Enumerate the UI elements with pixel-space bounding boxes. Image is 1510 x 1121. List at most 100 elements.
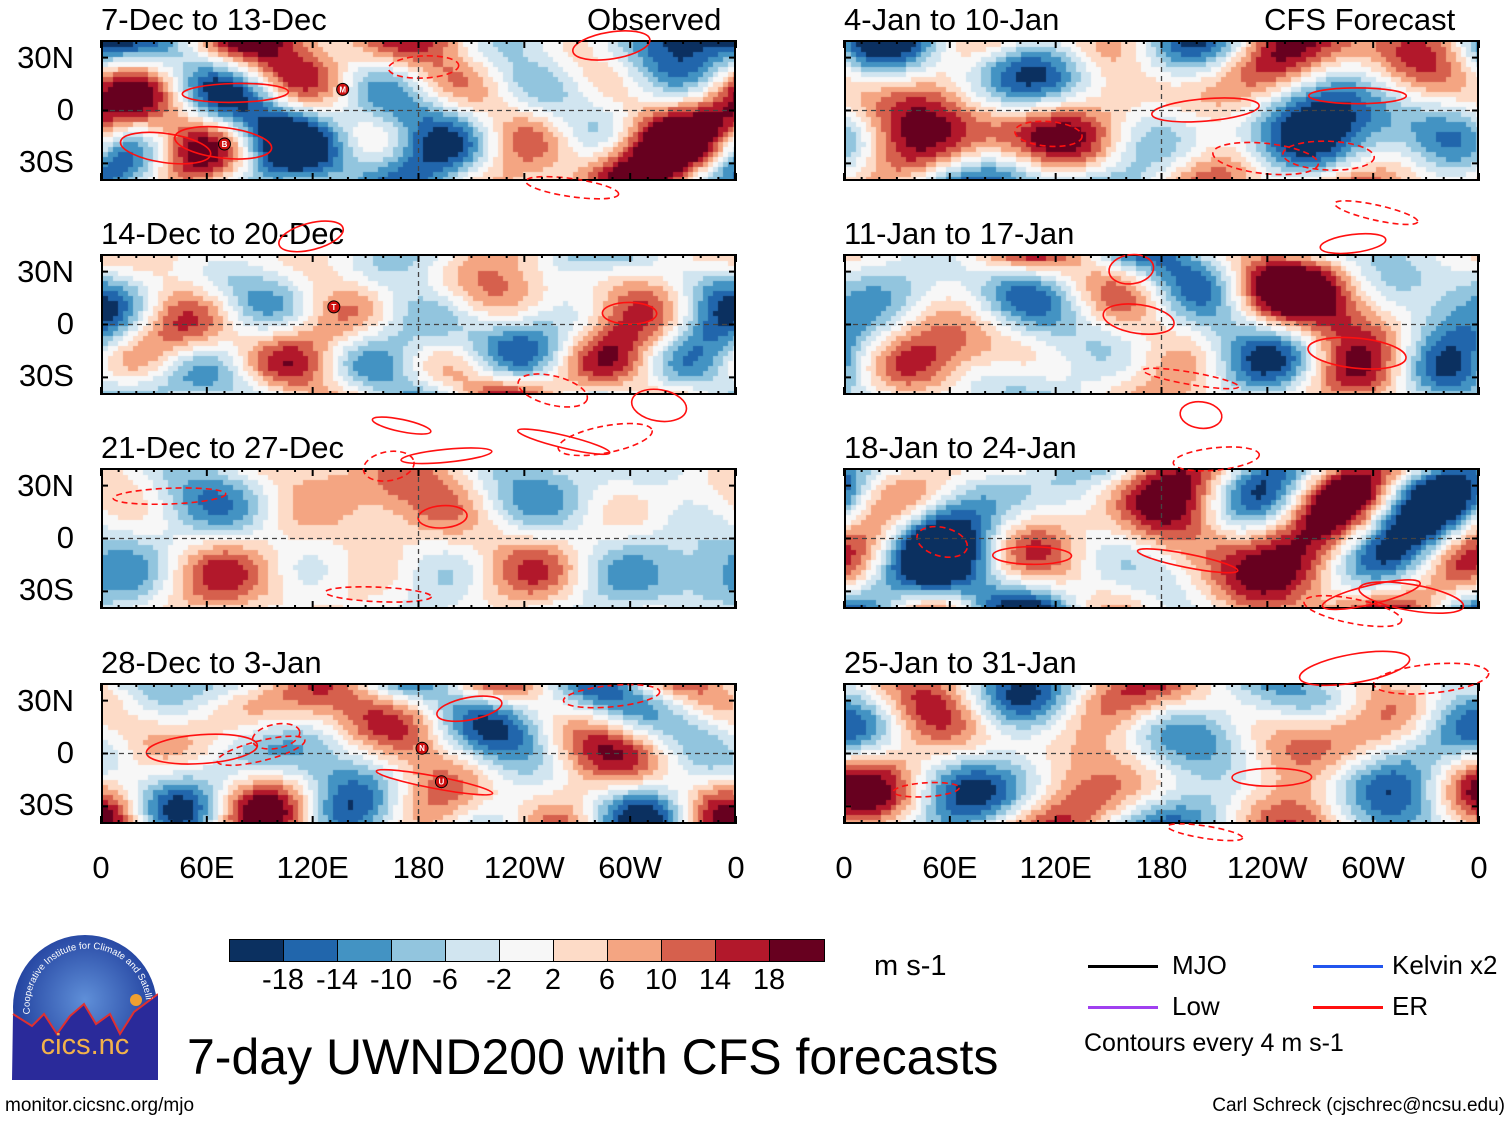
lat-label: 0 — [56, 735, 74, 770]
legend-kelvin-label: Kelvin x2 — [1392, 950, 1498, 980]
er-contour — [1014, 120, 1083, 148]
tropical-cyclone-icon — [415, 741, 429, 755]
er-contour — [630, 388, 688, 423]
lon-label: 120W — [1226, 850, 1308, 885]
panel-title: 18-Jan to 24-Jan — [844, 430, 1077, 465]
lat-label: 30S — [18, 787, 74, 822]
er-contour — [371, 416, 432, 435]
panel-title: 21-Dec to 27-Dec — [101, 430, 344, 465]
colorbar-tick-label: -2 — [486, 964, 512, 996]
er-contour — [1108, 253, 1155, 285]
lon-label: 60E — [179, 850, 235, 885]
map-panel — [843, 232, 1480, 430]
lon-label: 0 — [835, 850, 853, 885]
colorbar-tick-label: -14 — [316, 964, 358, 996]
storm-label: N — [419, 744, 425, 753]
er-contour — [119, 131, 212, 165]
er-contour — [251, 722, 301, 750]
storm-label: T — [331, 303, 336, 312]
er-contour — [516, 428, 611, 456]
colorbar-tick-label: 6 — [598, 964, 616, 996]
map-panel — [843, 446, 1480, 628]
colorbar-unit: m s-1 — [874, 950, 947, 982]
er-contour — [991, 545, 1073, 566]
er-contour — [278, 220, 345, 253]
map-panel: T — [100, 220, 737, 456]
tropical-cyclone-icon — [336, 82, 350, 96]
storm-label: U — [439, 778, 445, 787]
tropical-cyclone-icon — [434, 775, 448, 789]
panel-title: 14-Dec to 20-Dec — [101, 216, 344, 251]
colorbar-tick-label: 14 — [698, 964, 732, 996]
er-contour — [1136, 548, 1239, 574]
legend-er-label: ER — [1392, 991, 1429, 1021]
colorbar — [229, 939, 825, 962]
colorbar-swatch — [554, 940, 608, 961]
lon-label: 120E — [276, 850, 349, 885]
map-panel — [843, 579, 1490, 842]
lon-label: 60W — [1341, 850, 1406, 885]
er-contour — [216, 735, 306, 767]
lat-label: 30S — [18, 572, 74, 607]
storm-label: M — [339, 85, 346, 94]
lat-label: 30N — [17, 254, 74, 289]
er-contour — [145, 733, 259, 765]
cics-logo: Cooperative Institute for Climate and Sa… — [12, 934, 158, 1080]
panel-title: 4-Jan to 10-Jan — [844, 2, 1060, 37]
panel-title: 11-Jan to 17-Jan — [844, 216, 1075, 251]
er-contour — [1212, 141, 1320, 176]
lat-label: 30S — [18, 144, 74, 179]
er-contour — [436, 695, 503, 723]
author-credit: Carl Schreck (cjschrec@ncsu.edu) — [1212, 1095, 1505, 1116]
source-url[interactable]: monitor.cicsnc.org/mjo — [5, 1095, 195, 1116]
colorbar-tick-label: -18 — [262, 964, 304, 996]
er-contour — [1172, 446, 1261, 472]
er-contour — [517, 373, 589, 408]
storm-label: B — [222, 140, 228, 149]
er-contour — [417, 504, 468, 529]
er-contour — [1308, 87, 1408, 105]
er-contour — [1298, 650, 1411, 687]
colorbar-swatch — [230, 940, 284, 961]
er-contour — [562, 683, 661, 709]
colorbar-swatch — [338, 940, 392, 961]
colorbar-swatch — [716, 940, 770, 961]
legend-low-line — [1088, 1006, 1158, 1009]
er-contour — [1333, 200, 1419, 226]
forecast-label: CFS Forecast — [1264, 2, 1456, 37]
er-contour — [916, 525, 969, 558]
colorbar-swatch — [608, 940, 662, 961]
panel-title: 28-Dec to 3-Jan — [101, 645, 322, 680]
colorbar-swatch — [392, 940, 446, 961]
map-panel — [843, 40, 1480, 226]
contour-note: Contours every 4 m s-1 — [1084, 1029, 1344, 1057]
legend-mjo-line — [1088, 965, 1158, 968]
colorbar-swatch — [284, 940, 338, 961]
colorbar-tick-label: 2 — [544, 964, 562, 996]
er-contour — [572, 30, 651, 61]
panel-title: 7-Dec to 13-Dec — [101, 2, 327, 37]
map-panel — [100, 422, 737, 609]
observed-label: Observed — [587, 2, 722, 37]
er-contour — [324, 586, 433, 603]
colorbar-swatch — [446, 940, 500, 961]
colorbar-tick-label: -10 — [370, 964, 412, 996]
er-contour — [525, 175, 620, 200]
lon-label: 120E — [1019, 850, 1092, 885]
colorbar-tick-label: 18 — [752, 964, 786, 996]
lon-label: 180 — [392, 850, 445, 885]
legend-low-label: Low — [1172, 991, 1220, 1021]
er-contour — [181, 82, 290, 104]
er-contour — [1102, 303, 1175, 335]
er-contour — [1303, 594, 1403, 628]
er-contour — [1321, 579, 1421, 611]
lat-label: 30S — [18, 358, 74, 393]
er-contour — [400, 447, 493, 465]
svg-text:cics.nc: cics.nc — [41, 1029, 130, 1061]
colorbar-swatch — [770, 940, 824, 961]
lat-label: 30N — [17, 468, 74, 503]
lon-label: 180 — [1135, 850, 1188, 885]
legend-er-line — [1313, 1006, 1383, 1009]
